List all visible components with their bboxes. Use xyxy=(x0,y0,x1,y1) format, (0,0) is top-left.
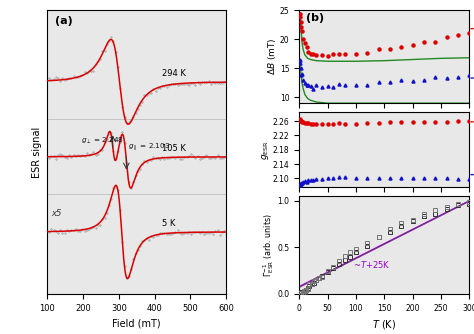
Text: x5: x5 xyxy=(52,209,62,218)
Text: 294 K: 294 K xyxy=(162,69,185,78)
Text: (a): (a) xyxy=(55,16,73,26)
Y-axis label: $\Delta B$ (mT): $\Delta B$ (mT) xyxy=(266,38,278,75)
Y-axis label: $\Gamma^{-1}_{\rm ESR}$ (arb. units): $\Gamma^{-1}_{\rm ESR}$ (arb. units) xyxy=(261,213,276,277)
X-axis label: $T$ (K): $T$ (K) xyxy=(372,318,396,331)
Y-axis label: $g_{\rm ESR}$: $g_{\rm ESR}$ xyxy=(260,140,271,160)
Text: 5 K: 5 K xyxy=(162,219,175,228)
Text: ~$T$+25K: ~$T$+25K xyxy=(353,259,391,270)
Text: 105 K: 105 K xyxy=(162,144,185,153)
Text: $g_\parallel$ = 2.103: $g_\parallel$ = 2.103 xyxy=(128,141,170,152)
X-axis label: Field (mT): Field (mT) xyxy=(112,318,161,328)
Text: (b): (b) xyxy=(306,13,324,23)
Text: $g_\perp$ = 2.248: $g_\perp$ = 2.248 xyxy=(82,136,124,146)
Y-axis label: ESR signal: ESR signal xyxy=(32,126,42,178)
